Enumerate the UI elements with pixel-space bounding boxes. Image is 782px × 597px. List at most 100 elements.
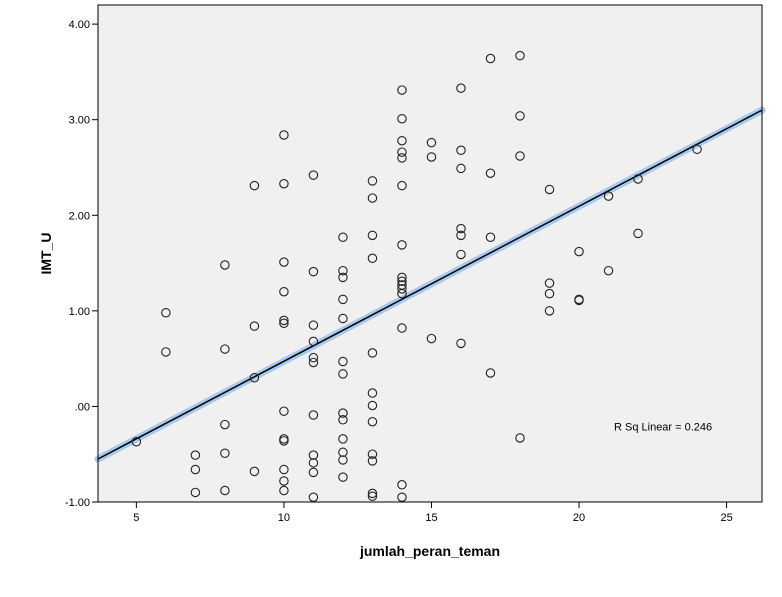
data-point bbox=[161, 347, 171, 357]
data-point bbox=[367, 348, 378, 358]
data-point bbox=[397, 284, 407, 294]
data-point bbox=[279, 476, 289, 486]
data-point bbox=[397, 272, 407, 283]
data-point bbox=[397, 85, 407, 95]
data-point bbox=[544, 278, 555, 288]
data-point bbox=[367, 456, 378, 466]
data-point bbox=[308, 352, 319, 363]
data-point bbox=[485, 168, 496, 178]
data-point bbox=[220, 485, 230, 496]
data-point bbox=[308, 450, 319, 460]
data-point bbox=[367, 416, 378, 427]
data-point bbox=[279, 436, 289, 446]
data-point bbox=[220, 448, 230, 459]
data-point bbox=[249, 321, 260, 331]
data-point bbox=[338, 272, 348, 283]
r-squared-annotation: R Sq Linear = 0.246 bbox=[614, 421, 712, 433]
data-point bbox=[338, 472, 348, 482]
data-point bbox=[485, 53, 496, 64]
x-tick-label: 15 bbox=[425, 512, 437, 524]
data-point bbox=[220, 419, 230, 430]
data-point bbox=[367, 449, 378, 459]
data-point bbox=[397, 180, 407, 191]
data-point bbox=[249, 372, 260, 383]
data-point bbox=[397, 480, 407, 490]
data-point bbox=[308, 410, 319, 420]
data-point bbox=[544, 288, 555, 299]
data-point bbox=[308, 458, 319, 468]
data-point bbox=[338, 369, 348, 379]
data-point bbox=[308, 170, 319, 180]
data-point bbox=[220, 344, 230, 354]
data-point bbox=[338, 455, 348, 465]
data-point bbox=[397, 323, 407, 333]
x-axis-title: jumlah_peran_teman bbox=[359, 543, 500, 559]
data-point bbox=[367, 193, 378, 203]
data-point bbox=[633, 174, 643, 184]
data-point bbox=[397, 276, 407, 286]
data-point bbox=[633, 228, 643, 239]
y-tick-label: 3.00 bbox=[69, 115, 90, 127]
data-point bbox=[131, 437, 142, 447]
data-point bbox=[692, 144, 702, 155]
data-point bbox=[338, 313, 348, 324]
data-point bbox=[308, 357, 319, 368]
data-point bbox=[456, 249, 466, 260]
data-point bbox=[338, 265, 348, 276]
plot-area bbox=[98, 5, 762, 502]
data-point bbox=[397, 153, 407, 163]
data-point bbox=[249, 466, 260, 477]
data-point bbox=[456, 230, 466, 241]
data-point bbox=[308, 320, 319, 330]
data-point bbox=[515, 50, 525, 61]
data-point bbox=[397, 147, 407, 157]
data-point bbox=[485, 368, 496, 378]
data-point bbox=[279, 286, 289, 297]
x-tick-label: 25 bbox=[720, 512, 732, 524]
data-point bbox=[279, 318, 289, 329]
data-point bbox=[190, 450, 201, 460]
data-point bbox=[603, 265, 614, 276]
data-point bbox=[338, 294, 348, 305]
data-point bbox=[338, 447, 348, 458]
data-point bbox=[338, 408, 348, 418]
data-point bbox=[338, 356, 348, 367]
data-point bbox=[279, 178, 289, 189]
data-point bbox=[426, 333, 437, 344]
data-point bbox=[190, 487, 201, 498]
data-point bbox=[279, 464, 289, 475]
data-point bbox=[544, 184, 555, 195]
data-point bbox=[367, 230, 378, 241]
data-point bbox=[456, 163, 466, 174]
y-axis-title: IMT_U bbox=[38, 233, 54, 275]
data-point bbox=[279, 130, 289, 140]
data-point bbox=[485, 232, 496, 243]
data-point bbox=[456, 83, 466, 93]
data-point bbox=[367, 488, 378, 499]
data-point bbox=[367, 176, 378, 186]
y-tick-label: -1.00 bbox=[65, 497, 90, 509]
data-point bbox=[279, 315, 289, 326]
data-point bbox=[161, 308, 171, 318]
x-tick-label: 20 bbox=[573, 512, 585, 524]
data-point bbox=[456, 338, 466, 349]
data-point bbox=[338, 415, 348, 425]
data-point bbox=[426, 152, 437, 162]
data-point bbox=[456, 145, 466, 156]
data-point bbox=[574, 246, 584, 257]
fit-line bbox=[97, 109, 763, 460]
data-point bbox=[397, 288, 407, 299]
data-point bbox=[397, 492, 407, 502]
data-point bbox=[603, 191, 614, 201]
data-point bbox=[367, 400, 378, 411]
plot-frame bbox=[97, 4, 763, 503]
data-point bbox=[367, 388, 378, 398]
data-point bbox=[279, 485, 289, 496]
data-point bbox=[279, 406, 289, 416]
data-point bbox=[515, 433, 525, 443]
y-tick-label: 4.00 bbox=[69, 19, 90, 31]
data-point bbox=[426, 137, 437, 148]
data-point bbox=[367, 491, 378, 502]
x-tick-label: 5 bbox=[133, 512, 139, 524]
